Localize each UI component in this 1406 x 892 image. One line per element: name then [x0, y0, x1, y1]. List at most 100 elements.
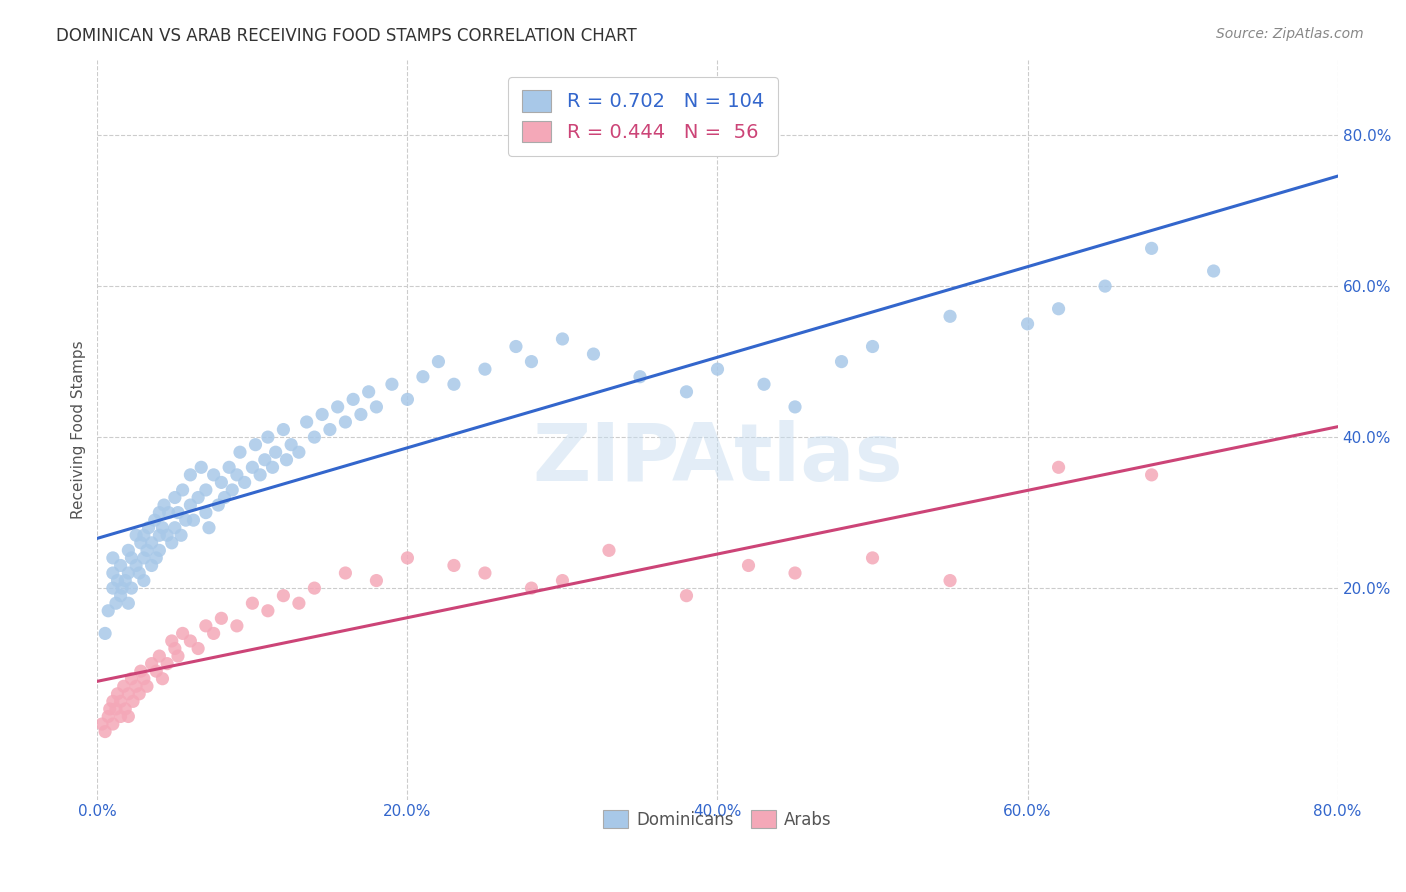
Point	[225, 467, 247, 482]
Point	[381, 377, 404, 392]
Point	[120, 581, 142, 595]
Point	[253, 452, 276, 467]
Point	[179, 467, 201, 482]
Point	[520, 354, 543, 368]
Point	[132, 550, 155, 565]
Point	[179, 634, 201, 648]
Point	[163, 491, 186, 505]
Point	[110, 558, 132, 573]
Point	[1047, 301, 1070, 316]
Point	[97, 709, 120, 723]
Y-axis label: Receiving Food Stamps: Receiving Food Stamps	[72, 340, 86, 519]
Point	[174, 513, 197, 527]
Point	[101, 717, 124, 731]
Point	[143, 513, 166, 527]
Point	[242, 596, 264, 610]
Point	[91, 717, 114, 731]
Point	[163, 641, 186, 656]
Point	[264, 445, 287, 459]
Point	[141, 558, 163, 573]
Point	[128, 566, 150, 580]
Point	[628, 369, 651, 384]
Point	[366, 574, 388, 588]
Point	[551, 574, 574, 588]
Point	[148, 528, 170, 542]
Point	[202, 626, 225, 640]
Point	[831, 354, 853, 368]
Point	[752, 377, 775, 392]
Point	[242, 460, 264, 475]
Point	[249, 467, 271, 482]
Point	[120, 550, 142, 565]
Point	[194, 506, 217, 520]
Point	[187, 641, 209, 656]
Point	[427, 354, 450, 368]
Point	[136, 543, 159, 558]
Point	[107, 687, 129, 701]
Point	[335, 566, 357, 580]
Point	[221, 483, 243, 497]
Point	[148, 506, 170, 520]
Point	[598, 543, 620, 558]
Point	[172, 483, 194, 497]
Point	[156, 528, 179, 542]
Point	[129, 664, 152, 678]
Point	[145, 550, 167, 565]
Point	[304, 430, 326, 444]
Point	[1202, 264, 1225, 278]
Point	[198, 521, 221, 535]
Point	[125, 679, 148, 693]
Point	[520, 581, 543, 595]
Point	[706, 362, 728, 376]
Point	[342, 392, 364, 407]
Point	[280, 437, 302, 451]
Point	[225, 619, 247, 633]
Point	[152, 521, 174, 535]
Point	[125, 558, 148, 573]
Point	[187, 491, 209, 505]
Point	[1140, 467, 1163, 482]
Point	[304, 581, 326, 595]
Point	[214, 491, 236, 505]
Point	[156, 657, 179, 671]
Point	[276, 452, 298, 467]
Point	[443, 377, 465, 392]
Point	[396, 550, 419, 565]
Point	[98, 702, 121, 716]
Point	[257, 604, 280, 618]
Point	[132, 528, 155, 542]
Point	[326, 400, 349, 414]
Point	[273, 589, 295, 603]
Point	[194, 619, 217, 633]
Point	[172, 626, 194, 640]
Point	[167, 506, 190, 520]
Point	[190, 460, 212, 475]
Text: DOMINICAN VS ARAB RECEIVING FOOD STAMPS CORRELATION CHART: DOMINICAN VS ARAB RECEIVING FOOD STAMPS …	[56, 27, 637, 45]
Point	[120, 672, 142, 686]
Point	[157, 506, 180, 520]
Point	[101, 581, 124, 595]
Text: Source: ZipAtlas.com: Source: ZipAtlas.com	[1216, 27, 1364, 41]
Point	[107, 574, 129, 588]
Point	[148, 649, 170, 664]
Point	[505, 339, 527, 353]
Point	[117, 687, 139, 701]
Point	[122, 694, 145, 708]
Point	[152, 672, 174, 686]
Point	[288, 596, 311, 610]
Point	[132, 672, 155, 686]
Point	[783, 400, 806, 414]
Point	[675, 384, 697, 399]
Point	[412, 369, 434, 384]
Point	[104, 596, 127, 610]
Point	[114, 702, 136, 716]
Point	[295, 415, 318, 429]
Text: ZIPAtlas: ZIPAtlas	[531, 420, 903, 498]
Point	[233, 475, 256, 490]
Point	[132, 574, 155, 588]
Point	[582, 347, 605, 361]
Point	[110, 589, 132, 603]
Point	[1140, 241, 1163, 255]
Point	[94, 626, 117, 640]
Point	[357, 384, 380, 399]
